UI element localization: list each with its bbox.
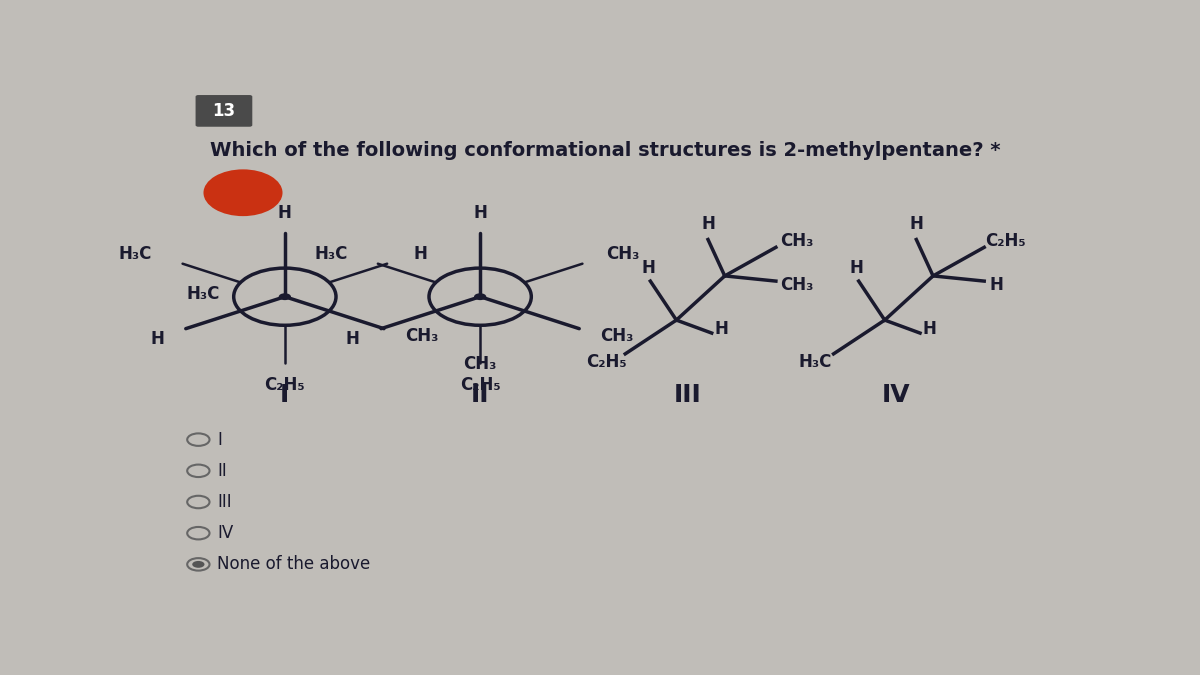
Ellipse shape [204, 169, 282, 216]
Text: H₃C: H₃C [314, 245, 348, 263]
Circle shape [192, 561, 204, 568]
Text: C₂H₅: C₂H₅ [985, 232, 1026, 250]
Text: H₃C: H₃C [798, 352, 832, 371]
Text: H: H [473, 204, 487, 222]
Text: CH₃: CH₃ [780, 276, 814, 294]
Text: IV: IV [882, 383, 910, 408]
Text: H: H [701, 215, 715, 233]
Text: CH₃: CH₃ [606, 245, 640, 263]
Text: CH₃: CH₃ [463, 355, 497, 373]
Text: III: III [673, 383, 702, 408]
Circle shape [278, 293, 290, 300]
Text: H: H [989, 276, 1003, 294]
Text: I: I [217, 431, 222, 449]
Text: H₃C: H₃C [186, 285, 220, 303]
Text: H: H [910, 215, 923, 233]
Circle shape [474, 293, 486, 300]
Text: H: H [642, 259, 655, 277]
Text: CH₃: CH₃ [404, 327, 438, 345]
FancyBboxPatch shape [196, 95, 252, 127]
Text: Which of the following conformational structures is 2-methylpentane? *: Which of the following conformational st… [210, 140, 1001, 159]
Text: H: H [150, 329, 164, 348]
Text: IV: IV [217, 524, 233, 542]
Text: H: H [346, 329, 360, 348]
Text: C₂H₅: C₂H₅ [460, 376, 500, 394]
Text: None of the above: None of the above [217, 556, 371, 573]
Text: H: H [714, 321, 728, 338]
Text: C₂H₅: C₂H₅ [587, 352, 626, 371]
Text: I: I [281, 383, 289, 408]
Text: CH₃: CH₃ [780, 232, 814, 250]
Text: II: II [470, 383, 490, 408]
Text: CH₃: CH₃ [600, 327, 634, 345]
Text: H: H [278, 204, 292, 222]
Text: II: II [217, 462, 227, 480]
Text: H: H [923, 321, 936, 338]
Text: H₃C: H₃C [119, 245, 152, 263]
Text: 13: 13 [212, 102, 235, 119]
Text: H: H [850, 259, 864, 277]
Text: H: H [413, 245, 427, 263]
Text: C₂H₅: C₂H₅ [264, 376, 305, 394]
Text: III: III [217, 493, 232, 511]
